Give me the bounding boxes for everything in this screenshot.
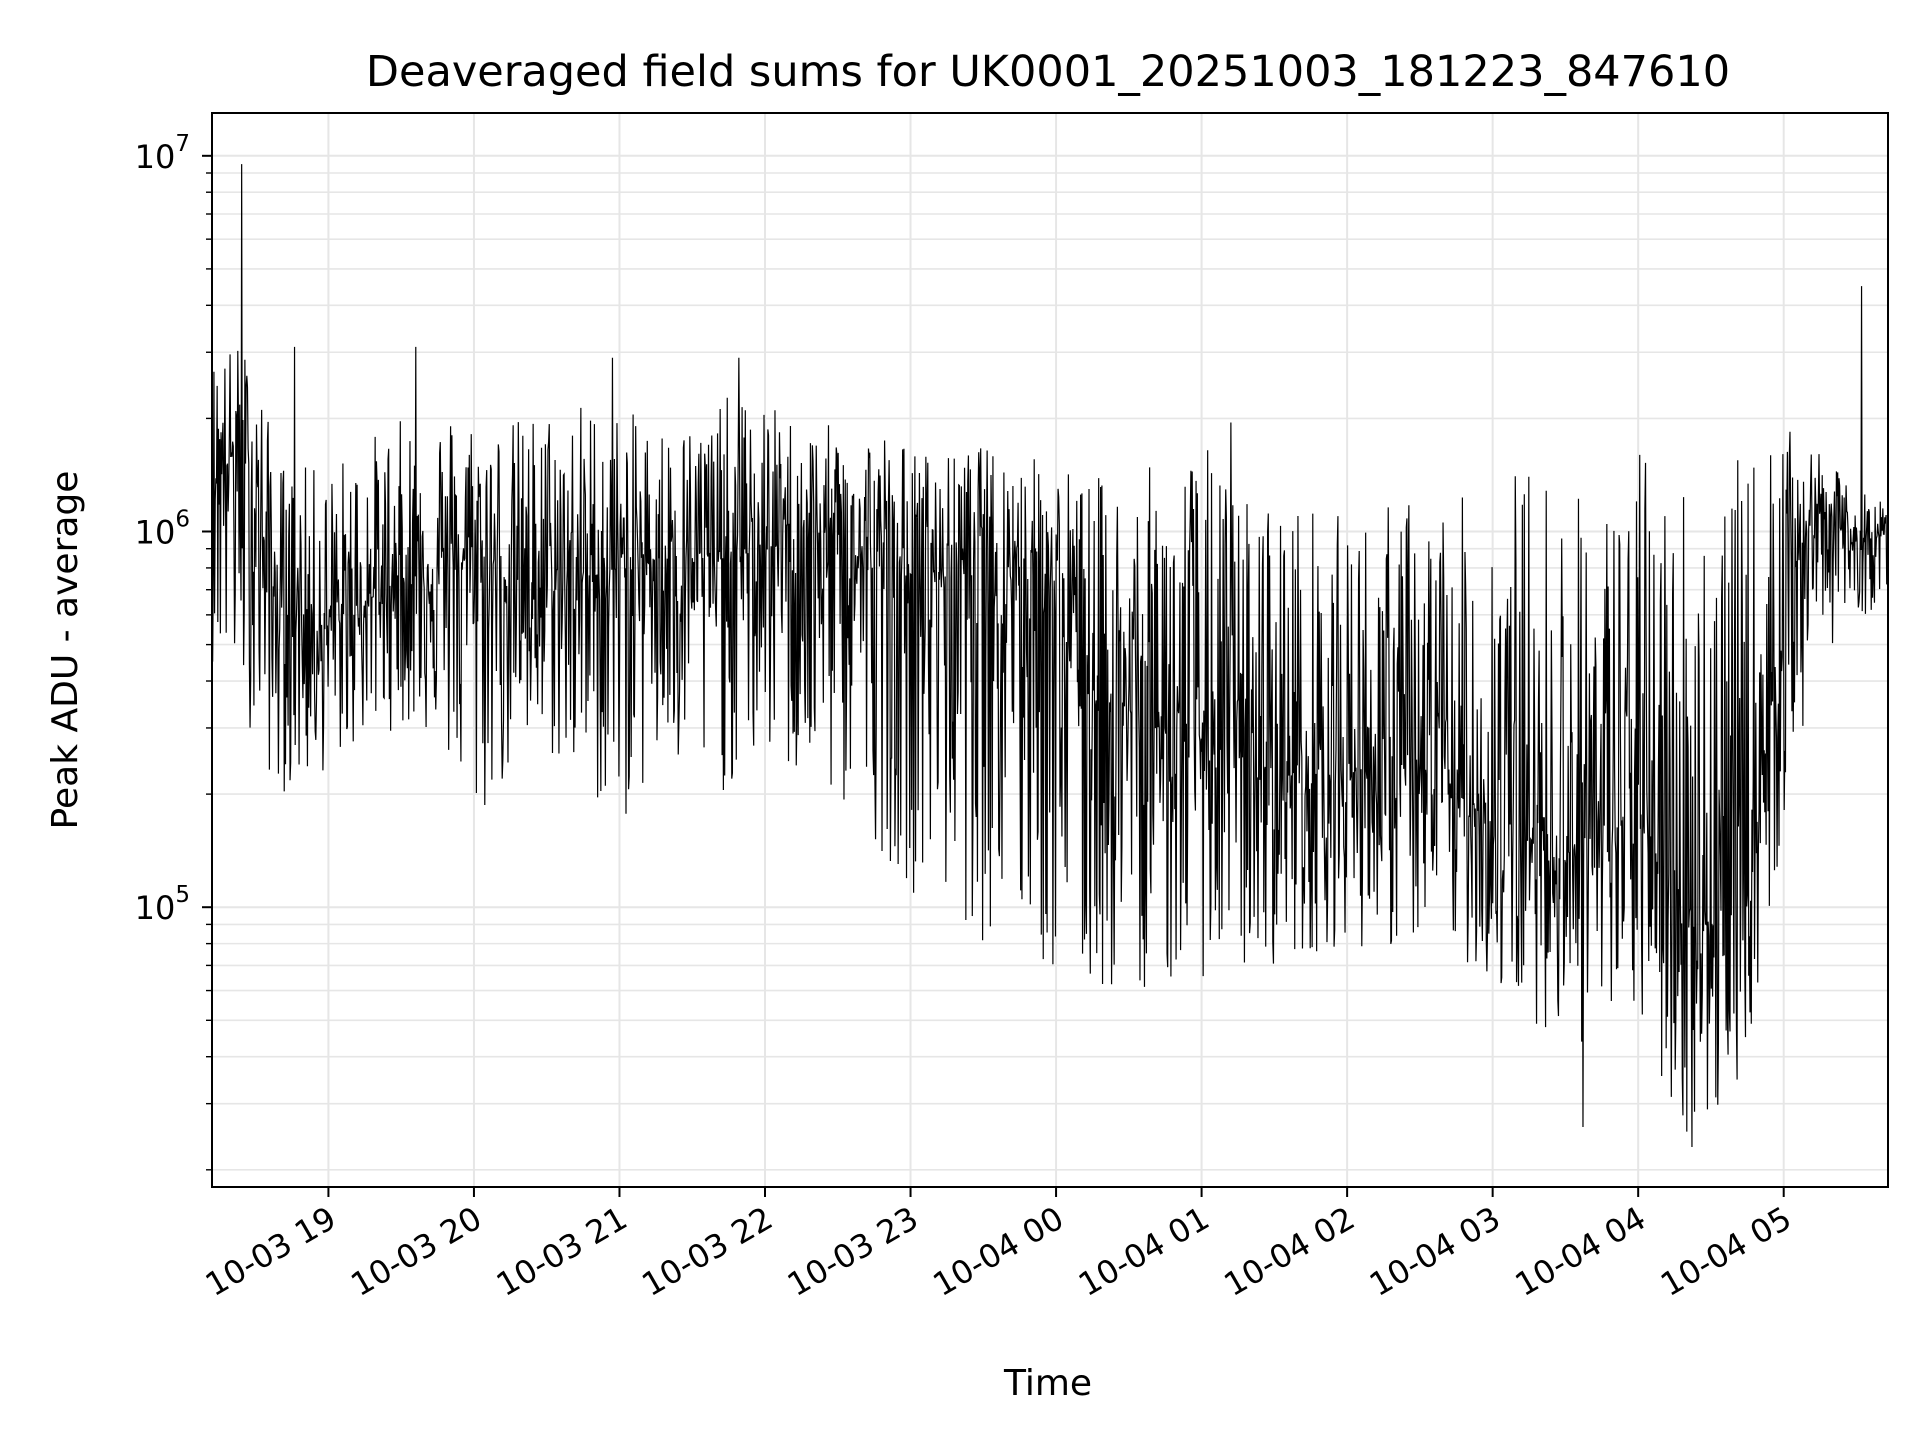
y-axis: 105 106 107 [135,131,212,1171]
chart-title: Deaveraged field sums for UK0001_2025100… [366,47,1730,97]
y-tick-label: 107 [135,131,190,176]
y-tick-label: 106 [135,507,190,552]
x-axis-label: Time [1003,1363,1092,1404]
y-tick-label: 105 [135,882,190,927]
series-line [211,164,1889,1148]
series-trace [211,164,1889,1148]
y-axis-label: Peak ADU - average [45,471,86,830]
plot-frame [211,112,1889,1188]
